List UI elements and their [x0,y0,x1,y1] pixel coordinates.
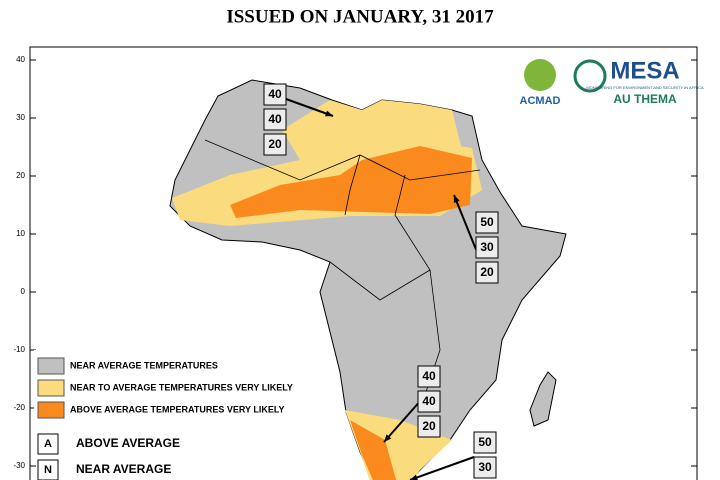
probability-box [417,365,441,388]
probability-boxes: 40 40 20 50 30 20 40 40 20 50 30 [263,83,499,480]
above-likely-zone [350,420,397,480]
borders [204,139,481,411]
legend-label: ABOVE AVERAGE TEMPERATURES VERY LIKELY [70,404,285,414]
probability-box [473,431,497,454]
tick-label: -10 [13,345,25,354]
arrow [409,456,475,480]
acmad-icon [524,59,556,91]
arrow [453,194,477,250]
regions [169,79,567,480]
legend-label: NEAR AVERAGE TEMPERATURES [70,360,218,370]
probability-value: 30 [478,460,492,474]
above-likely-zone [230,146,472,218]
legend-swatch [37,379,65,397]
arrow-head [384,434,392,442]
probability-box [263,83,287,106]
letter: A [44,438,52,450]
probability-box [475,236,499,259]
probability-box [473,456,497,479]
madagascar [529,371,557,427]
probability-box [417,390,441,413]
tick-label: 0 [21,287,26,296]
arrow [383,402,419,443]
probability-box [475,211,499,234]
probability-value: 50 [480,215,494,229]
arrow [285,98,334,117]
legend-swatch [37,401,65,419]
mesa-subtitle: MONITORING FOR ENVIRONMENT AND SECURITY … [586,85,704,90]
probability-box [263,108,287,131]
letter-box [37,433,59,455]
latitude-axis: 40 30 20 10 0 -10 -20 -30 [13,55,697,470]
acmad-logo: ACMAD [520,95,561,107]
tick-label: 40 [16,55,25,64]
probability-value: 30 [480,240,494,254]
probability-value: 20 [268,137,282,151]
tick-label: -20 [13,403,25,412]
tick-label: 30 [16,113,25,122]
legend-box [34,350,324,428]
probability-box [263,133,287,156]
probability-value: 40 [422,394,436,408]
legend-label: NEAR TO AVERAGE TEMPERATURES VERY LIKELY [70,382,293,392]
mesa-logo: MESA [610,57,679,84]
legend-swatch [37,357,65,375]
logos: ACMAD MESA MONITORING FOR ENVIRONMENT AN… [520,57,704,107]
au-thema-logo: AU THEMA [613,92,677,106]
probability-box [475,261,499,284]
letter-label: NEAR AVERAGE [76,462,171,476]
probability-value: 40 [422,369,436,383]
probability-value: 40 [268,87,282,101]
probability-value: 40 [268,112,282,126]
mesa-icon [573,59,607,93]
arrow-head [410,474,418,480]
tick-label: 10 [16,229,25,238]
letter-box [37,459,59,480]
arrow-head [325,110,333,117]
probability-box [417,415,441,438]
tick-label: -30 [13,461,25,470]
letter-label: ABOVE AVERAGE [76,436,180,450]
probability-value: 20 [480,265,494,279]
probability-value: 50 [478,435,492,449]
tick-label: 20 [16,171,25,180]
arrow-head [453,195,460,203]
probability-value: 20 [422,419,436,433]
map-title: ISSUED ON JANUARY, 31 2017 [226,6,494,27]
letter: N [44,464,52,476]
legend: NEAR AVERAGE TEMPERATURES NEAR TO AVERAGE… [34,350,324,480]
